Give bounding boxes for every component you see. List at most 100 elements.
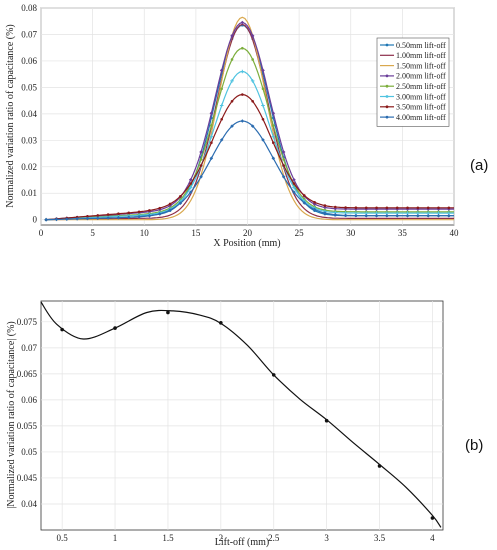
legend-label: 3.00mm lift-off xyxy=(396,92,446,101)
data-point xyxy=(281,150,286,154)
data-point xyxy=(292,190,296,194)
data-point xyxy=(230,34,234,38)
legend-label: 2.00mm lift-off xyxy=(396,72,446,81)
legend-marker xyxy=(385,84,389,88)
data-point xyxy=(230,58,234,61)
legend-marker xyxy=(385,74,389,78)
data-point xyxy=(333,205,337,209)
x-tick-label: 25 xyxy=(295,228,305,238)
data-point xyxy=(54,217,59,222)
data-point xyxy=(436,213,441,218)
x-tick-label: 0.5 xyxy=(57,533,69,543)
data-point xyxy=(126,215,131,220)
panel-label-a: (a) xyxy=(470,157,488,174)
y-tick-label: 0.01 xyxy=(21,188,37,198)
data-point xyxy=(250,124,255,128)
data-point xyxy=(333,206,338,211)
data-point xyxy=(261,138,265,142)
data-point xyxy=(188,185,193,190)
data-point xyxy=(168,208,172,212)
data-point xyxy=(292,182,296,185)
data-point xyxy=(199,158,203,161)
data-point xyxy=(272,124,275,127)
legend-label: 3.50mm lift-off xyxy=(396,103,446,112)
legend-marker xyxy=(385,95,389,98)
data-point xyxy=(261,117,265,121)
y-tick-label: 0.065 xyxy=(17,369,38,379)
series-line xyxy=(46,16,454,221)
data-point xyxy=(241,93,244,96)
data-point xyxy=(75,217,79,221)
chart-a: 0 5 10 15 20 25 30 35 40 0 0.01 0.02 0.03 0.04 0.05 0.… xyxy=(5,3,488,249)
data-point xyxy=(178,201,183,205)
data-point xyxy=(113,326,117,330)
series-lines-a xyxy=(44,16,454,222)
data-point xyxy=(377,464,382,468)
y-tick-label: 0.055 xyxy=(17,421,38,431)
data-point xyxy=(116,215,121,220)
data-point xyxy=(250,34,255,38)
data-point xyxy=(219,68,224,73)
data-point xyxy=(220,87,223,91)
y-tick-label: 0.04 xyxy=(21,109,37,119)
data-point xyxy=(323,205,327,210)
data-point xyxy=(189,182,193,185)
x-ticks-b: 0.5 1 1.5 2 2.5 3 3.5 4 xyxy=(57,533,436,543)
data-point xyxy=(364,206,368,210)
legend-label: 2.50mm lift-off xyxy=(396,82,446,91)
data-point xyxy=(333,212,338,217)
legend-marker xyxy=(385,43,389,47)
data-point xyxy=(447,206,451,210)
data-point xyxy=(230,79,234,83)
y-tick-label: 0.05 xyxy=(21,447,37,457)
x-tick-label: 10 xyxy=(140,228,150,238)
data-point xyxy=(95,216,100,221)
chart-b: 0.5 1 1.5 2 2.5 3 3.5 4 0.040.0450.050.0550.060… xyxy=(6,300,483,548)
data-point xyxy=(157,207,162,212)
data-point xyxy=(437,206,440,210)
fit-curve xyxy=(40,301,442,528)
y-axis-label-a: Normalized variation ratio of capacitanc… xyxy=(5,24,16,208)
data-point xyxy=(60,327,64,332)
data-point xyxy=(158,206,162,210)
data-point xyxy=(416,206,420,210)
legend-label: 0.50mm lift-off xyxy=(396,41,446,50)
x-tick-label: 4 xyxy=(430,533,435,543)
data-point xyxy=(219,103,224,108)
data-point xyxy=(385,213,389,218)
y-ticks-b: 0.04 0.045 0.05 0.055 0.06 0.065 0.07 0.075 xyxy=(17,317,38,509)
data-point xyxy=(447,213,451,218)
x-ticks-a: 0 5 10 15 20 25 30 35 40 xyxy=(39,228,459,238)
data-point xyxy=(219,138,224,142)
x-tick-label: 0 xyxy=(39,228,44,238)
x-tick-label: 15 xyxy=(191,228,201,238)
data-point xyxy=(312,207,317,212)
data-point xyxy=(364,213,369,218)
data-point xyxy=(199,150,203,154)
data-point xyxy=(230,124,234,128)
data-point xyxy=(148,209,151,212)
data-point xyxy=(282,164,285,167)
data-point xyxy=(302,194,306,197)
data-point xyxy=(230,99,234,103)
y-tick-label: 0.04 xyxy=(21,499,37,509)
data-point xyxy=(261,103,265,108)
data-point xyxy=(209,134,214,139)
data-point xyxy=(426,206,430,210)
data-point xyxy=(85,216,90,221)
panel-label-b: (b) xyxy=(465,437,483,454)
data-point xyxy=(44,217,48,222)
y-tick-label: 0.075 xyxy=(17,317,38,327)
x-tick-label: 2.5 xyxy=(268,533,280,543)
data-point xyxy=(65,217,69,221)
data-point xyxy=(261,87,265,91)
legend-box xyxy=(376,37,450,127)
grid-b xyxy=(41,301,443,530)
y-tick-label: 0.02 xyxy=(21,162,37,172)
data-point xyxy=(209,156,214,161)
series-line xyxy=(46,23,454,221)
data-point xyxy=(137,214,141,219)
legend-marker xyxy=(385,115,389,119)
data-point xyxy=(272,141,275,145)
